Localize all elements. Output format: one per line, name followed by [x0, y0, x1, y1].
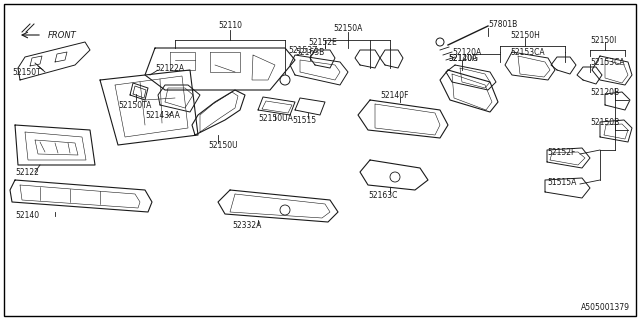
Text: 52140: 52140: [15, 212, 39, 220]
Text: 51515: 51515: [292, 116, 316, 124]
Text: 52153Z: 52153Z: [288, 45, 317, 54]
Text: 52150UA: 52150UA: [258, 114, 293, 123]
Text: 52120A: 52120A: [452, 47, 481, 57]
Text: 52150H: 52150H: [510, 30, 540, 39]
Text: 52163C: 52163C: [368, 190, 397, 199]
Text: 52110: 52110: [218, 20, 242, 29]
Text: A505001379: A505001379: [581, 303, 630, 312]
Text: 51515A: 51515A: [547, 178, 577, 187]
Text: 52150TA: 52150TA: [118, 100, 152, 109]
Text: 52150A: 52150A: [333, 23, 363, 33]
Text: 52152F: 52152F: [547, 148, 575, 156]
Text: 52140F: 52140F: [380, 91, 408, 100]
Text: 52150U: 52150U: [208, 140, 237, 149]
Text: 52122: 52122: [15, 167, 39, 177]
Text: 52153CA: 52153CA: [590, 58, 625, 67]
Text: 52152E: 52152E: [308, 37, 337, 46]
Text: 52120B: 52120B: [590, 87, 619, 97]
Text: 52150I: 52150I: [590, 36, 616, 44]
Text: 52143AA: 52143AA: [145, 110, 180, 119]
Text: 52120A: 52120A: [448, 53, 477, 62]
Text: 52150T: 52150T: [12, 68, 41, 76]
Text: FRONT: FRONT: [48, 30, 77, 39]
Text: 52140G: 52140G: [448, 53, 478, 62]
Text: 52122A: 52122A: [155, 63, 184, 73]
Text: 52163B: 52163B: [295, 47, 324, 57]
Text: 52150B: 52150B: [590, 117, 620, 126]
Text: 52153CA: 52153CA: [510, 47, 545, 57]
Text: 57801B: 57801B: [488, 20, 517, 28]
Text: 52332A: 52332A: [232, 221, 261, 230]
